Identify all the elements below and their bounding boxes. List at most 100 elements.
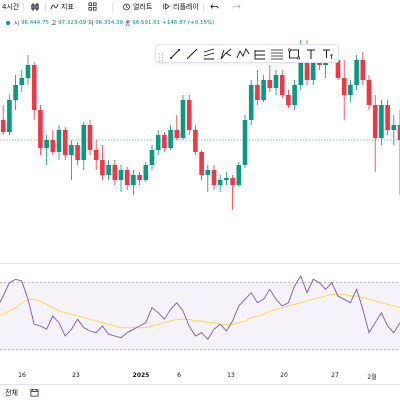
candle — [19, 70, 25, 92]
pitchfork-icon[interactable] — [219, 46, 233, 60]
undo-button[interactable] — [210, 0, 219, 14]
time-axis[interactable]: 16 23 2025 6 13 20 27 2월 — [0, 368, 400, 382]
line-tool-icon[interactable] — [168, 46, 182, 60]
candle — [149, 145, 155, 170]
candle — [217, 175, 223, 192]
candle-body — [81, 125, 87, 160]
zigzag-pattern-icon[interactable] — [236, 46, 250, 60]
top-toolbar: 4시간 지표 얼러트 리플레이 — [0, 0, 400, 14]
candle — [279, 70, 285, 98]
candle-body — [106, 165, 111, 175]
candle-body — [118, 170, 124, 180]
candle — [248, 80, 254, 125]
candle — [44, 135, 49, 165]
indicators-button[interactable]: 지표 — [50, 0, 74, 14]
candle-body — [354, 60, 359, 85]
candle — [286, 90, 291, 108]
layouts-button[interactable] — [88, 0, 97, 14]
replay-button[interactable]: 리플레이 — [162, 0, 199, 14]
candle — [162, 132, 167, 152]
candle — [230, 175, 235, 210]
candle-body — [56, 130, 62, 152]
anchored-text-icon[interactable] — [321, 46, 335, 60]
redo-button[interactable] — [232, 0, 241, 14]
bottom-toolbar: 전체 — [0, 384, 400, 401]
candle — [267, 65, 273, 92]
candle-style-icon — [30, 2, 40, 12]
rsi-band-fill — [0, 282, 400, 350]
timeframe-label: 4시간 — [2, 3, 20, 11]
fib-retracement-icon[interactable] — [270, 46, 284, 60]
candle — [379, 100, 384, 145]
time-axis-tick: 20 — [280, 372, 288, 379]
toolbar-divider — [45, 3, 46, 12]
low-label: 저 — [88, 21, 94, 27]
candle-body — [155, 135, 161, 150]
replay-label: 리플레이 — [173, 3, 199, 11]
calendar-range-icon — [30, 388, 39, 399]
candle-body — [137, 175, 142, 180]
alert-label: 얼러트 — [133, 3, 153, 11]
candle — [292, 80, 297, 110]
rectangle-tool-icon[interactable] — [287, 46, 301, 60]
drawing-toolbar[interactable] — [155, 44, 339, 63]
candle-body — [360, 60, 366, 80]
date-range-button[interactable] — [30, 388, 39, 399]
candle — [186, 95, 192, 135]
time-axis-tick: 16 — [18, 372, 26, 379]
close-value: 96,591.61 — [132, 20, 161, 26]
candle-body — [211, 170, 217, 185]
candle-body — [19, 78, 25, 85]
undo-icon — [210, 2, 219, 13]
parallel-channel-icon[interactable] — [202, 46, 216, 60]
candle-body — [62, 130, 68, 155]
candle — [199, 150, 204, 180]
time-axis-tick: 27 — [331, 372, 339, 379]
candle — [211, 165, 217, 190]
candle — [242, 115, 248, 168]
bar-style-button[interactable] — [30, 0, 40, 14]
candle — [137, 172, 142, 185]
candle — [261, 75, 266, 102]
candle-body — [248, 85, 254, 120]
open-value: 96,444.75 — [21, 20, 50, 26]
text-tool-icon[interactable] — [304, 46, 318, 60]
rsi-line — [0, 274, 400, 341]
time-axis-tick: 6 — [177, 372, 181, 379]
candle — [118, 165, 124, 192]
candle-body — [143, 165, 149, 180]
timeframe-button[interactable]: 4시간 — [2, 0, 19, 14]
candle — [131, 170, 136, 195]
price-chart[interactable] — [0, 30, 400, 230]
pane-divider[interactable] — [0, 263, 400, 264]
candle-body — [25, 65, 31, 78]
range-all-label: 전체 — [5, 389, 18, 397]
ray-tool-icon[interactable] — [185, 46, 199, 60]
candle-body — [397, 125, 400, 140]
candle — [62, 127, 68, 160]
candle — [354, 55, 359, 90]
range-all-button[interactable]: 전체 — [5, 388, 18, 398]
candle — [31, 62, 37, 120]
rsi-pane[interactable] — [0, 266, 400, 366]
candle — [366, 75, 372, 110]
candle-body — [348, 85, 353, 95]
candle-body — [292, 85, 297, 105]
candle-body — [230, 178, 235, 185]
candle-body — [69, 145, 74, 155]
candle — [13, 75, 18, 110]
candle — [372, 95, 378, 172]
candle — [180, 95, 186, 140]
alert-button[interactable]: 얼러트 — [122, 0, 152, 14]
candle-body — [286, 95, 291, 105]
long-position-icon[interactable] — [253, 46, 267, 60]
candle-body — [50, 140, 56, 152]
high-label: 고 — [51, 21, 57, 27]
candle-body — [87, 125, 93, 150]
grid-layout-icon — [88, 2, 97, 13]
candle-body — [186, 100, 192, 130]
time-axis-tick: 23 — [72, 372, 80, 379]
close-label: 종 — [125, 21, 131, 27]
candle — [168, 125, 173, 150]
drag-handle-icon[interactable] — [158, 48, 164, 62]
